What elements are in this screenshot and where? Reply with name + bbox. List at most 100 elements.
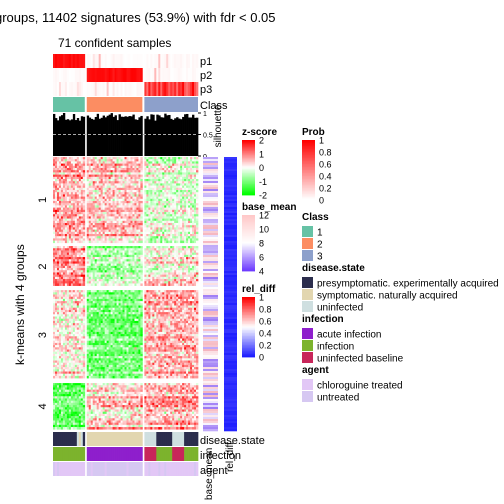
heatmap-cell	[138, 250, 141, 253]
prob-cell	[92, 68, 96, 82]
heatmap-cell	[148, 231, 151, 235]
silhouette-bar	[124, 116, 127, 156]
heatmap-cell	[180, 294, 183, 298]
heatmap-cell	[53, 157, 56, 160]
heatmap-cell	[154, 263, 157, 267]
heatmap-cell	[78, 296, 82, 300]
heatmap-cell	[90, 196, 94, 200]
heatmap-cell	[108, 290, 111, 293]
heatmap-cell	[114, 181, 117, 184]
heatmap-cell	[136, 307, 139, 311]
heatmap-cell	[92, 265, 96, 269]
heatmap-cell	[194, 265, 197, 269]
heatmap-cell	[56, 276, 60, 280]
heatmap-cell	[178, 216, 181, 219]
heatmap-cell	[78, 207, 82, 211]
heatmap-cell	[53, 259, 56, 262]
heatmap-cell	[180, 214, 183, 217]
heatmap-cell	[190, 263, 193, 267]
heatmap-cell	[108, 234, 111, 237]
heatmap-cell	[112, 159, 115, 162]
heatmap-cell	[86, 301, 90, 304]
silhouette-bar	[98, 118, 102, 156]
heatmap-cell	[102, 236, 105, 239]
heatmap-cell	[74, 179, 78, 182]
heatmap-cell	[128, 203, 131, 206]
heatmap-cell	[60, 229, 64, 233]
heatmap-cell	[126, 176, 129, 180]
heatmap-cell	[108, 283, 111, 286]
heatmap-cell	[82, 240, 86, 244]
heatmap-cell	[140, 246, 143, 249]
heatmap-cell	[144, 176, 147, 180]
heatmap-cell	[112, 163, 115, 167]
heatmap-cell	[172, 229, 175, 233]
heatmap-cell	[188, 218, 191, 222]
heatmap-cell	[192, 268, 195, 271]
heatmap-cell	[136, 238, 139, 241]
heatmap-cell	[114, 263, 117, 267]
heatmap-cell	[144, 216, 147, 219]
heatmap-cell	[176, 263, 179, 267]
heatmap-cell	[154, 265, 157, 269]
heatmap-cell	[132, 281, 135, 284]
heatmap-cell	[122, 205, 125, 208]
heatmap-cell	[164, 218, 167, 222]
heatmap-cell	[82, 296, 86, 300]
heatmap-cell	[172, 220, 175, 224]
silhouette-bar	[110, 113, 113, 156]
heatmap-cell	[88, 292, 92, 295]
heatmap-cell	[170, 283, 173, 286]
silhouette-bar	[168, 114, 171, 156]
heatmap-cell	[158, 170, 161, 173]
heatmap-cell	[146, 270, 149, 273]
heatmap-cell	[164, 196, 167, 200]
heatmap-cell	[144, 283, 147, 286]
heatmap-cell	[114, 212, 117, 215]
heatmap-cell	[76, 263, 80, 267]
heatmap-cell	[90, 281, 94, 284]
heatmap-cell	[100, 279, 104, 282]
heatmap-cell	[90, 257, 94, 260]
heatmap-cell	[168, 165, 171, 169]
heatmap-cell	[90, 307, 94, 311]
heatmap-cell	[58, 265, 62, 269]
heatmap-cell	[114, 272, 117, 275]
heatmap-cell	[126, 236, 129, 239]
heatmap-cell	[150, 225, 153, 228]
heatmap-cell	[72, 254, 76, 258]
heatmap-cell	[92, 212, 96, 215]
heatmap-cell	[192, 252, 195, 256]
heatmap-cell	[162, 296, 165, 300]
heatmap-cell	[170, 157, 173, 160]
heatmap-cell	[160, 238, 163, 241]
heatmap-cell	[64, 227, 68, 230]
heatmap-cell	[164, 192, 167, 195]
heatmap-cell	[110, 292, 113, 295]
heatmap-cell	[194, 296, 197, 300]
heatmap-cell	[120, 192, 123, 195]
heatmap-cell	[162, 223, 165, 226]
heatmap-cell	[160, 231, 163, 235]
heatmap-cell	[96, 236, 100, 239]
heatmap-cell	[124, 268, 127, 271]
heatmap-cell	[118, 296, 121, 300]
heatmap-cell	[128, 238, 131, 241]
heatmap-cell	[156, 294, 159, 298]
heatmap-cell	[72, 159, 76, 162]
heatmap-cell	[102, 298, 105, 302]
heatmap-cell	[128, 192, 131, 195]
heatmap-cell	[132, 196, 135, 200]
heatmap-cell	[158, 290, 161, 293]
heatmap-cell	[76, 163, 80, 167]
heatmap-cell	[78, 218, 82, 222]
heatmap-cell	[178, 250, 181, 253]
heatmap-cell	[104, 225, 107, 228]
heatmap-cell	[186, 292, 189, 295]
heatmap-cell	[82, 185, 86, 189]
heatmap-cell	[182, 301, 185, 304]
heatmap-cell	[76, 305, 80, 309]
heatmap-cell	[192, 203, 195, 206]
heatmap-cell	[134, 212, 137, 215]
heatmap-cell	[170, 301, 173, 304]
